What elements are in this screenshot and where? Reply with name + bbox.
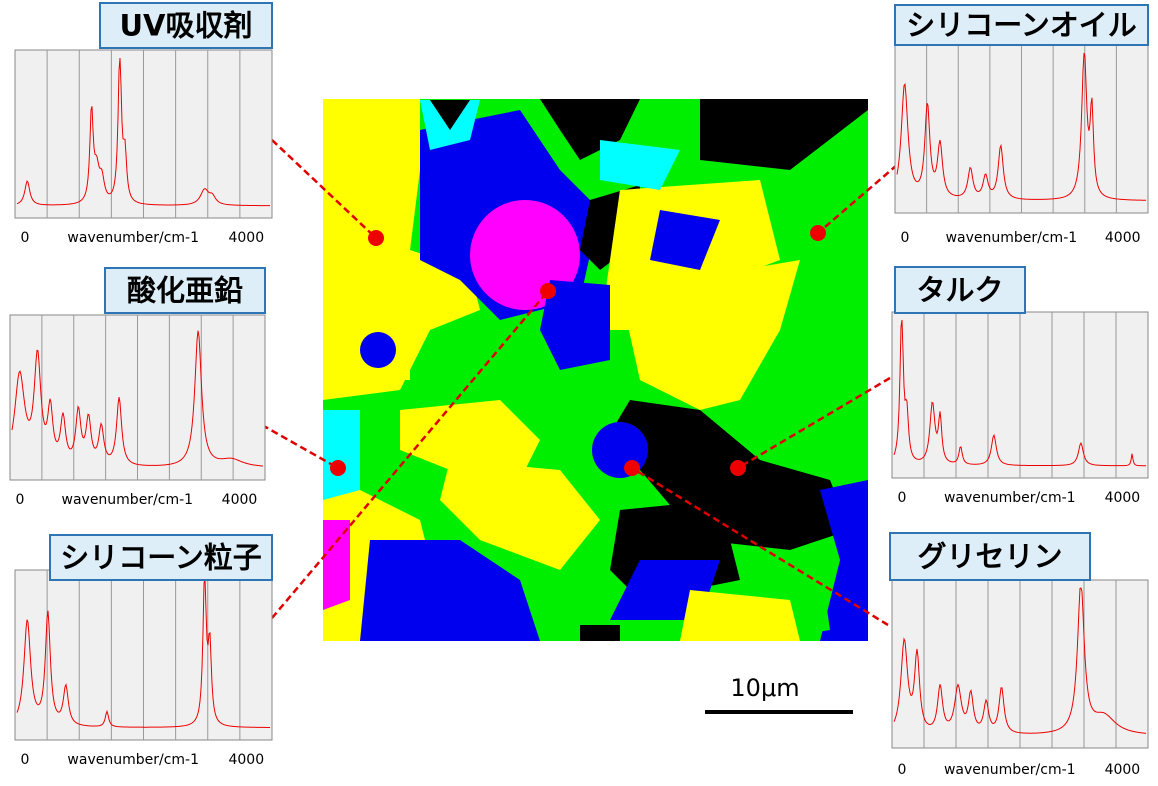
leader-line xyxy=(737,376,891,470)
raman-map xyxy=(323,99,868,641)
x-min-label: 0 xyxy=(16,492,25,508)
label-box xyxy=(894,266,1026,314)
x-max-label: 4000 xyxy=(1105,230,1141,246)
x-max-label: 4000 xyxy=(1105,762,1141,778)
spectrum-panel: 酸化亜鉛 0 wavenumber/cm-1 4000 xyxy=(9,267,266,508)
spectrum-panel: シリコーンオイル 0 wavenumber/cm-1 4000 xyxy=(894,4,1149,246)
x-axis-label: wavenumber/cm-1 xyxy=(67,752,199,768)
spectrum-panel: シリコーン粒子 0 wavenumber/cm-1 4000 xyxy=(14,534,273,768)
scale-bar: 10μm xyxy=(705,674,853,714)
location-dot xyxy=(810,225,826,241)
location-dot xyxy=(624,460,640,476)
location-dot xyxy=(368,230,384,246)
spectrum-curve xyxy=(16,577,271,728)
panel-label: UV吸収剤 xyxy=(120,9,253,43)
panel-label: シリコーン粒子 xyxy=(60,541,262,575)
label-box xyxy=(99,2,273,49)
label-box xyxy=(894,4,1149,46)
label-box xyxy=(889,532,1091,581)
x-min-label: 0 xyxy=(21,230,30,246)
leader-lines xyxy=(261,139,898,627)
x-min-label: 0 xyxy=(898,762,907,778)
leader-line xyxy=(261,423,339,470)
label-box xyxy=(104,267,266,314)
x-min-label: 0 xyxy=(21,752,30,768)
x-max-label: 4000 xyxy=(222,492,258,508)
scale-label: 10μm xyxy=(730,674,799,702)
location-dot xyxy=(330,460,346,476)
x-axis-label: wavenumber/cm-1 xyxy=(62,492,194,508)
spectrum-panel: UV吸収剤 0 wavenumber/cm-1 4000 xyxy=(14,2,273,246)
leader-line xyxy=(631,466,889,627)
x-axis-label: wavenumber/cm-1 xyxy=(946,230,1078,246)
leader-line xyxy=(817,164,898,234)
spectrum-curve xyxy=(896,52,1147,201)
x-axis-label: wavenumber/cm-1 xyxy=(944,762,1076,778)
x-max-label: 4000 xyxy=(228,752,264,768)
x-max-label: 4000 xyxy=(228,230,264,246)
x-min-label: 0 xyxy=(901,230,910,246)
panel-label: シリコーンオイル xyxy=(906,8,1137,42)
location-dot xyxy=(540,283,556,299)
leader-line xyxy=(271,290,549,619)
panel-label: グリセリン xyxy=(917,540,1062,574)
spectrum-curve xyxy=(11,330,264,467)
spectrum-curve xyxy=(16,57,271,207)
spectrum-panel: グリセリン 0 wavenumber/cm-1 4000 xyxy=(889,532,1149,778)
leader-line xyxy=(271,139,377,239)
spectrum-curve xyxy=(893,319,1147,467)
spectrum-panel: タルク 0 wavenumber/cm-1 4000 xyxy=(891,266,1149,506)
panel-label: 酸化亜鉛 xyxy=(127,274,243,308)
spectrum-curve xyxy=(893,587,1147,734)
x-max-label: 4000 xyxy=(1105,490,1141,506)
panel-label: タルク xyxy=(916,273,1003,307)
x-axis-label: wavenumber/cm-1 xyxy=(67,230,199,246)
location-dot xyxy=(730,460,746,476)
label-box xyxy=(49,534,273,581)
x-axis-label: wavenumber/cm-1 xyxy=(944,490,1076,506)
x-min-label: 0 xyxy=(898,490,907,506)
